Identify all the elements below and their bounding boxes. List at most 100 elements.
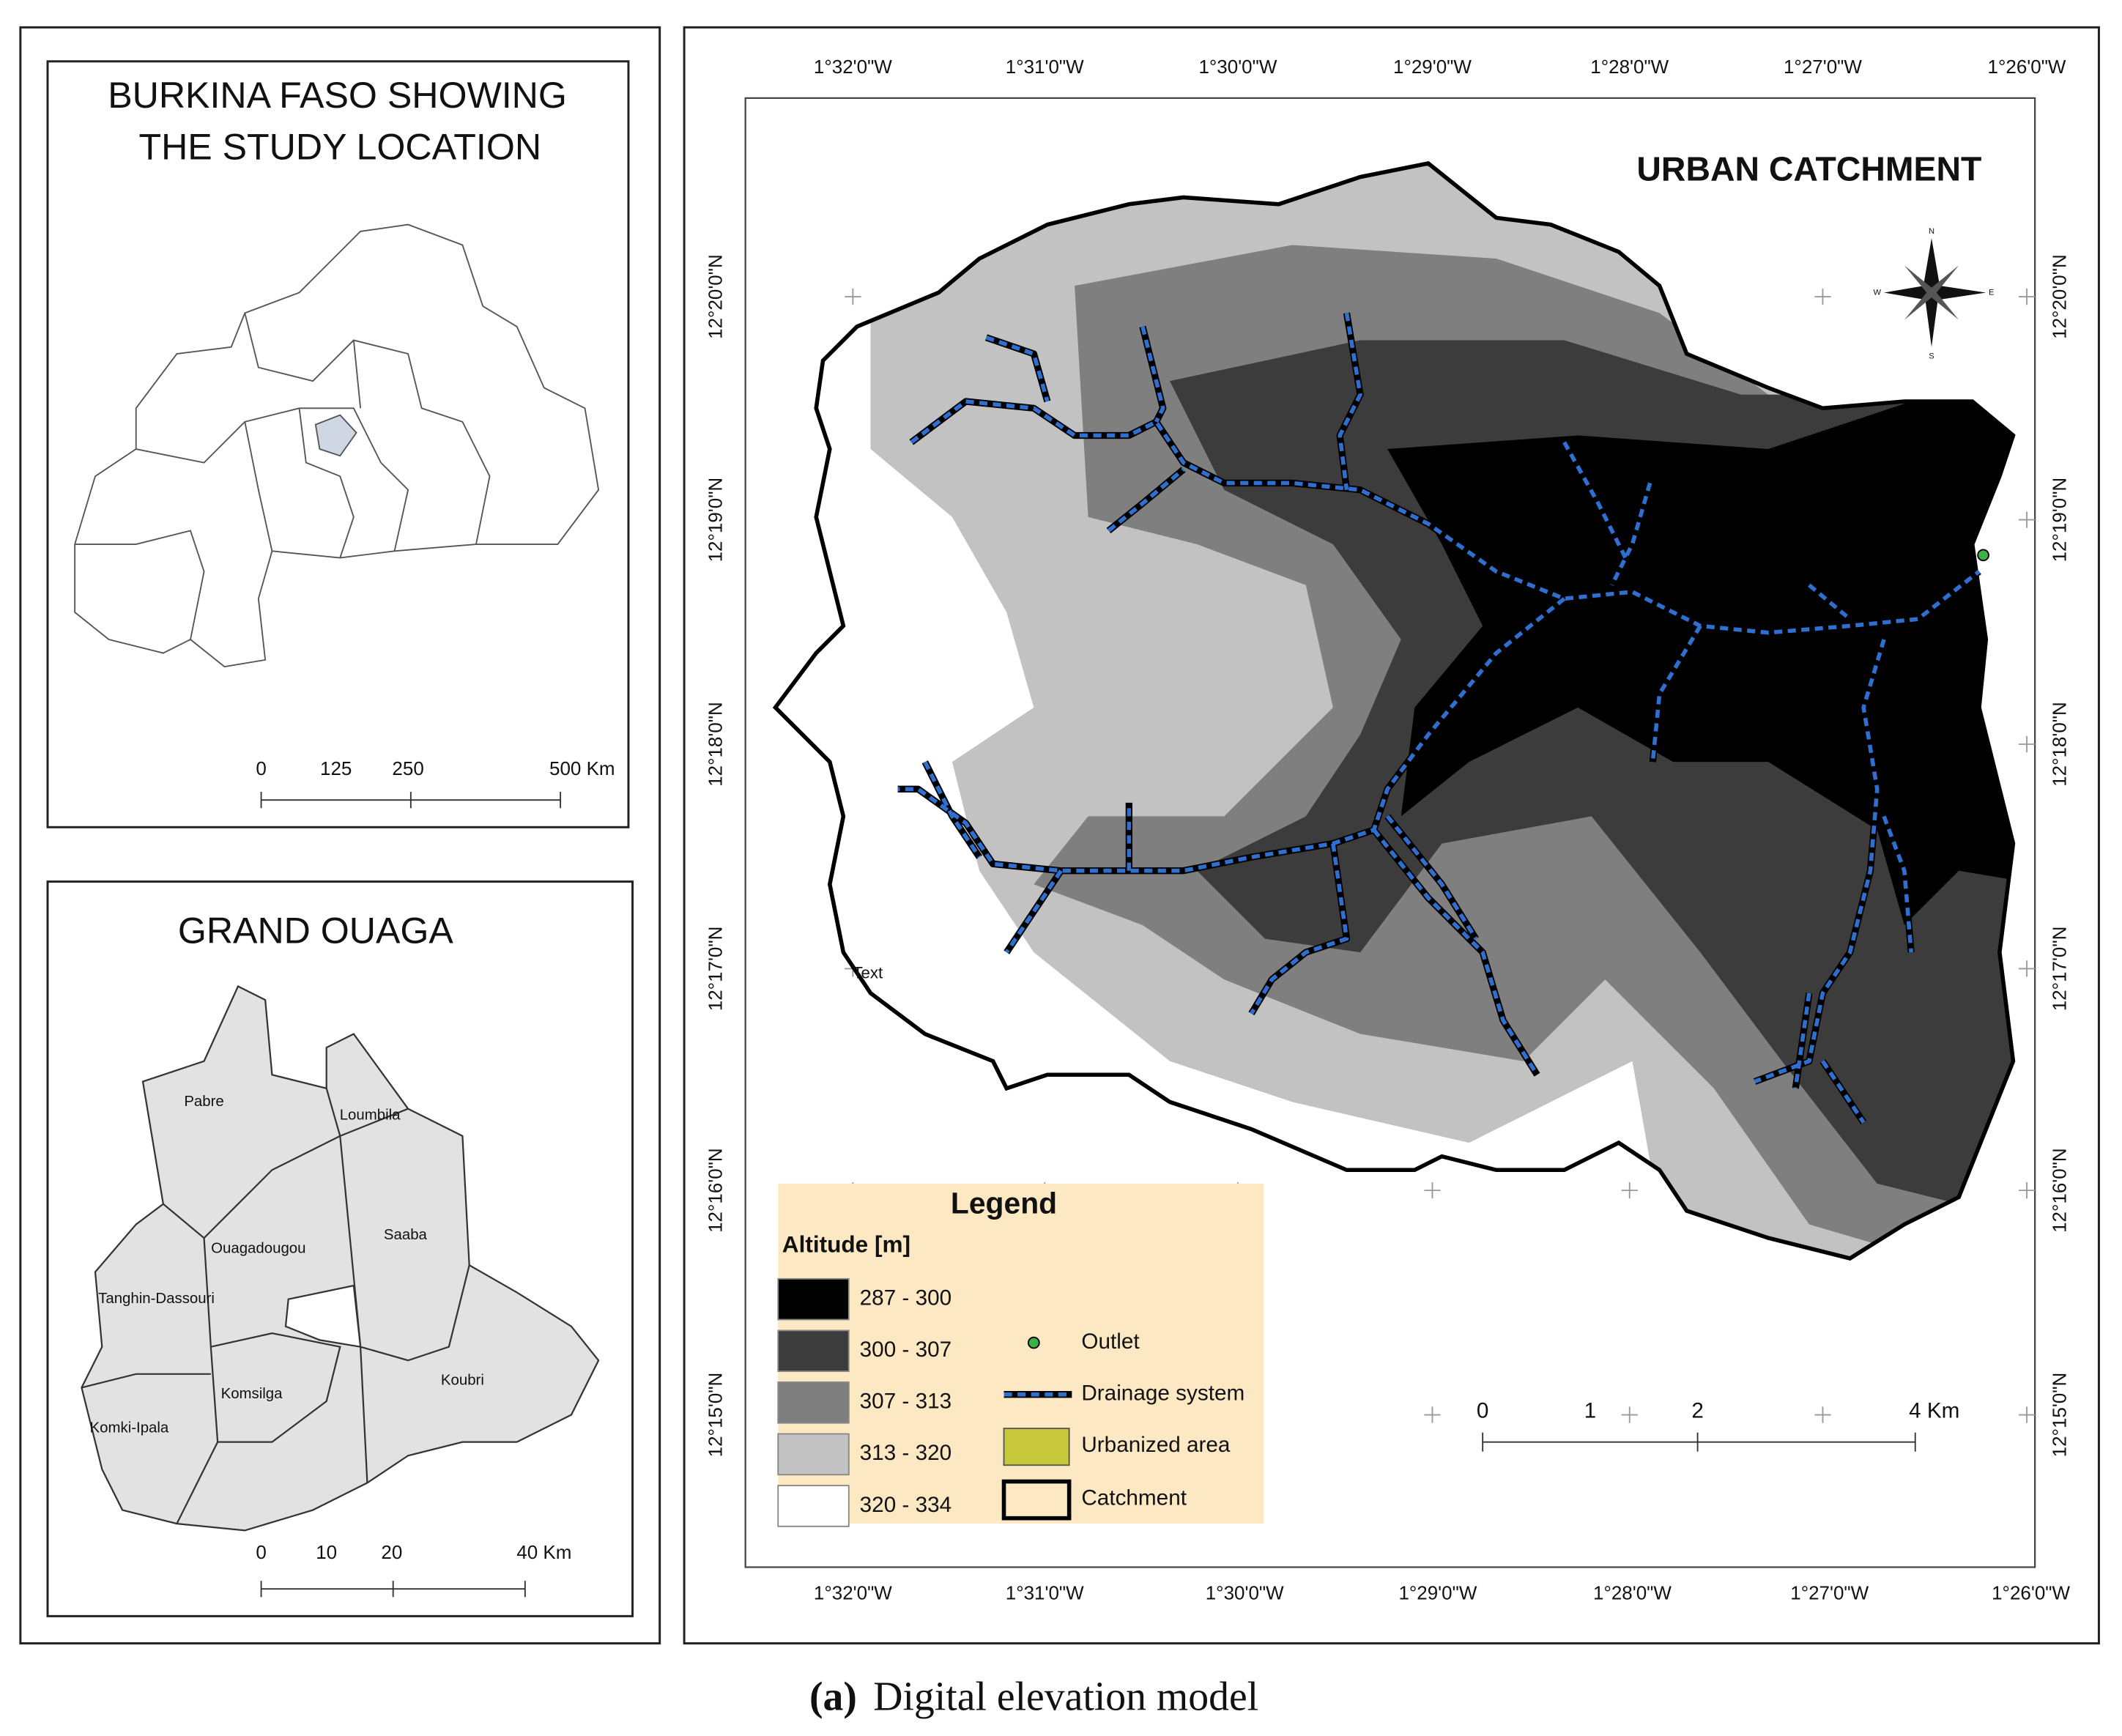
drainage-system [897,312,1981,1124]
latitude-label: 12°16'0"N [2048,1148,2070,1233]
legend-label: 300 - 307 [860,1338,952,1362]
drainage-line [1562,441,1628,559]
drainage-line [1372,828,1539,1076]
drainage-line [1650,625,1702,763]
latitude-label: 12°15'0"N [2048,1373,2070,1458]
place-label: Loumbila [340,1107,401,1123]
legend-label: Drainage system [1081,1381,1244,1406]
place-label: Komsilga [221,1386,283,1402]
place-label: Komki-Ipala [90,1420,169,1436]
latitude-label: 12°16'0"N [705,1148,727,1233]
scale-label: 250 [392,757,423,779]
inset-title: THE STUDY LOCATION [138,127,541,168]
scale-label: 0 [256,757,266,779]
latitude-label: 12°19'0"N [2048,478,2070,563]
place-label: Ouagadougou [211,1240,305,1256]
caption-label: (a) [809,1674,857,1719]
legend-label: 287 - 300 [860,1286,952,1310]
outlet-point [1977,549,1989,562]
drainage-line [1821,1060,1866,1124]
legend-label: Urbanized area [1081,1433,1231,1457]
drainage-line [1107,467,1185,533]
drainage-line [897,597,1566,873]
longitude-label: 1°26'0"W [1988,56,2066,78]
drainage-line [1754,639,1886,1084]
compass-letter: W [1873,288,1881,297]
latitude-label: 12°20'0"N [2048,254,2070,339]
scale-label: 125 [320,757,352,779]
stray-text: Text [853,964,883,982]
outlet [1977,549,1989,562]
main-panel [683,26,2100,1645]
region-inset [46,880,634,1617]
legend-urbanized [1003,1428,1070,1466]
legend-label: 313 - 320 [860,1441,952,1465]
longitude-label: 1°32'0"W [814,56,892,78]
latitude-label: 12°20'0"N [705,254,727,339]
scale-label: 40 Km [516,1541,571,1563]
place-label: Koubri [441,1372,484,1388]
legend-catchment [1001,1479,1072,1521]
drainage-line [1140,326,1165,423]
inset-title: GRAND OUAGA [178,910,454,951]
drainage-line [1004,869,1063,954]
longitude-label: 1°30'0"W [1206,1582,1284,1604]
latitude-label: 12°18'0"N [705,702,727,787]
compass-letter: S [1929,352,1934,361]
latitude-label: 12°17'0"N [705,927,727,1012]
longitude-label: 1°29'0"W [1398,1582,1477,1604]
inset-title: BURKINA FASO SHOWING [108,75,567,116]
longitude-label: 1°31'0"W [1006,56,1084,78]
latitude-label: 12°18'0"N [2048,702,2070,787]
country-map [74,223,600,668]
drainage-line [923,760,982,858]
drainage-line [1250,843,1349,1015]
drainage-line [1882,815,1913,953]
catchment-boundary [772,161,2016,1261]
legend-label: Catchment [1081,1486,1187,1510]
place-label: Saaba [384,1227,428,1243]
scale-label: 20 [381,1541,402,1563]
longitude-label: 1°27'0"W [1784,56,1862,78]
scale-label: 10 [316,1541,337,1563]
scale-label: 0 [1477,1399,1489,1423]
legend-outlet [1028,1336,1040,1349]
longitude-label: 1°29'0"W [1393,56,1472,78]
map-title: URBAN CATCHMENT [1636,149,1981,188]
place-label: Pabre [184,1094,223,1110]
region-map [81,985,600,1532]
latitude-label: 12°17'0"N [2048,927,2070,1012]
scale-label: 2 [1691,1399,1704,1423]
drainage-line [985,335,1050,402]
legend-title: Legend [951,1186,1057,1220]
drainage-line [910,399,1981,635]
legend-label: Outlet [1081,1329,1140,1354]
latitude-label: 12°15'0"N [705,1373,727,1458]
compass-letter: N [1929,227,1934,236]
drainage-line [1338,312,1362,491]
scale-label: 0 [256,1541,266,1563]
legend-swatch [777,1329,850,1373]
legend-swatch [777,1485,850,1527]
legend-subtitle: Altitude [m] [782,1231,910,1258]
legend-label: 307 - 313 [860,1390,952,1414]
drainage-line [1793,993,1811,1089]
north-arrow: N E S W [1873,227,1994,361]
drainage-line [1386,815,1478,941]
legend-box [778,1183,1264,1524]
legend-swatch [777,1381,850,1424]
longitude-label: 1°30'0"W [1198,56,1277,78]
compass-letter: E [1989,288,1994,297]
legend-label: 320 - 334 [860,1493,952,1517]
longitude-label: 1°28'0"W [1590,56,1669,78]
longitude-label: 1°32'0"W [814,1582,892,1604]
longitude-label: 1°31'0"W [1006,1582,1084,1604]
scale-label: 1 [1584,1399,1597,1423]
drainage-line [1808,583,1852,621]
scale-label: 4 Km [1909,1399,1959,1423]
legend-swatch [777,1277,850,1321]
map-frame [744,97,2036,1568]
longitude-label: 1°28'0"W [1593,1582,1672,1604]
country-inset [46,60,630,828]
